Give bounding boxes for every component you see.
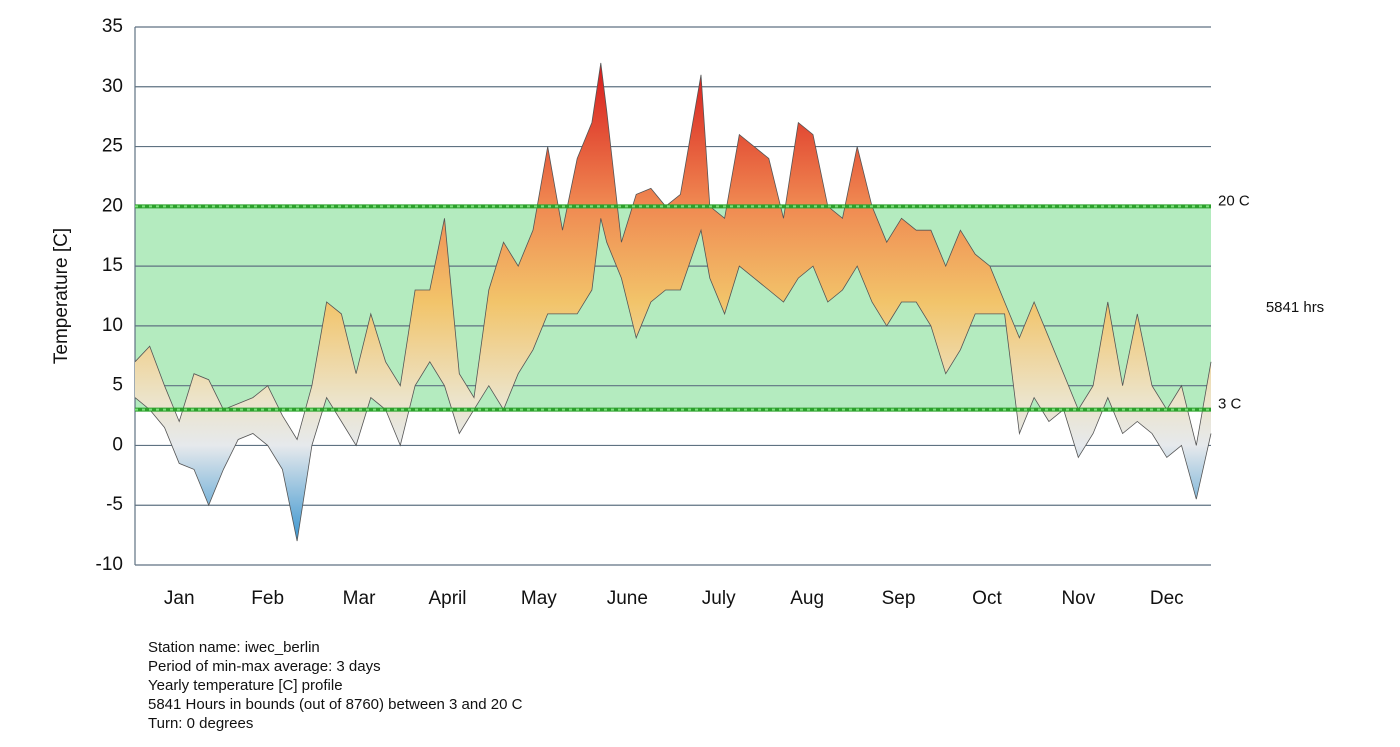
x-tick-label: Oct <box>972 588 1002 609</box>
x-tick-label: Feb <box>251 588 284 609</box>
y-tick-label: -5 <box>106 494 123 515</box>
x-tick-label: Jan <box>164 588 195 609</box>
y-tick-label: 10 <box>102 315 123 336</box>
y-tick-label: 5 <box>112 375 123 396</box>
note-line: Yearly temperature [C] profile <box>148 677 343 694</box>
range-fill <box>135 62 1211 542</box>
band-label: 20 C <box>1218 192 1250 209</box>
y-tick-label: -10 <box>96 554 123 575</box>
note-line: Station name: iwec_berlin <box>148 639 320 656</box>
x-tick-label: Aug <box>790 588 824 609</box>
y-tick-label: 15 <box>102 255 123 276</box>
x-tick-label: Dec <box>1150 588 1184 609</box>
x-tick-label: May <box>521 588 557 609</box>
y-tick-label: 30 <box>102 76 123 97</box>
band-label: 3 C <box>1218 396 1242 413</box>
note-line: 5841 Hours in bounds (out of 8760) betwe… <box>148 696 523 713</box>
x-tick-label: April <box>428 588 466 609</box>
band-hours-label: 5841 hrs <box>1266 299 1324 316</box>
x-tick-label: Mar <box>343 588 376 609</box>
note-line: Period of min-max average: 3 days <box>148 658 381 675</box>
note-line: Turn: 0 degrees <box>148 715 253 732</box>
x-tick-label: Nov <box>1061 588 1095 609</box>
y-tick-label: 25 <box>102 136 123 157</box>
x-tick-label: July <box>702 588 736 609</box>
y-tick-label: 20 <box>102 195 123 216</box>
x-tick-label: June <box>607 588 648 609</box>
notes: Station name: iwec_berlin Period of min-m… <box>148 639 523 732</box>
y-tick-label: 0 <box>112 434 123 455</box>
y-axis-label: Temperature [C] <box>51 228 72 364</box>
y-tick-label: 35 <box>102 16 123 37</box>
x-tick-label: Sep <box>882 588 916 609</box>
